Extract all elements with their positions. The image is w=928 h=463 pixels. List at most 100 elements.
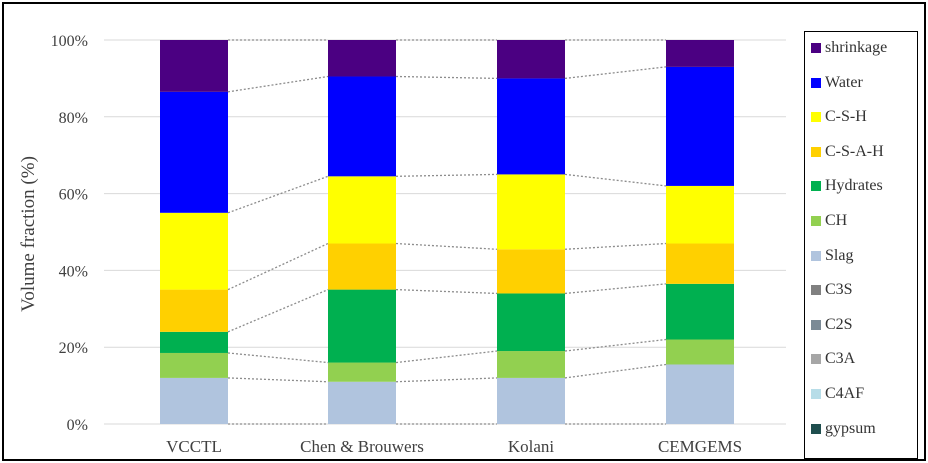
legend-swatch (811, 112, 821, 123)
legend-label: C-S-A-H (825, 142, 884, 160)
series-connector (227, 175, 329, 214)
x-tick-label: Chen & Brouwers (300, 437, 424, 456)
bar-segment-c-s-a-h (497, 249, 565, 294)
legend-label: Slag (825, 246, 854, 264)
series-connector-lines (227, 39, 667, 425)
series-connector (227, 352, 329, 364)
legend: shrinkage Water C-S-H C-S-A-H Hydrates CH Slag… (804, 31, 918, 459)
bar-segment-hydrates (666, 283, 734, 340)
stacked-bar-chart: 0% 20% 40% 60% 80% 100% VCCTL Chen & Brouwers K… (18, 33, 786, 456)
bar-segment-water (666, 66, 734, 186)
series-connector (395, 350, 498, 364)
legend-swatch (811, 43, 821, 53)
bar-segment-c-s-h (328, 176, 396, 244)
series-connector (395, 242, 498, 250)
bar-segment-hydrates (328, 289, 396, 363)
series-connector (564, 66, 667, 80)
legend-item: C-S-A-H (811, 142, 884, 162)
legend-item: Slag (811, 246, 853, 266)
bar-segment-c-s-h (666, 185, 734, 244)
bar-segment-water (497, 78, 565, 175)
bar-segment-hydrates (160, 331, 228, 353)
legend-label: C2S (825, 315, 853, 333)
bar-segment-c-s-a-h (328, 243, 396, 290)
bar-segment-slag (328, 381, 396, 424)
legend-label: gypsum (825, 419, 876, 437)
legend-item: C2S (811, 315, 853, 335)
y-axis-label: Volume fraction (%) (18, 156, 39, 312)
legend-label: C3S (825, 281, 853, 299)
bar-segment-c-s-h (497, 174, 565, 250)
bars (160, 40, 734, 424)
legend-item: gypsum (811, 419, 876, 439)
legend-label: C3A (825, 350, 856, 368)
legend-label: Water (825, 73, 863, 91)
y-tick-labels: 0% 20% 40% 60% 80% 100% (51, 33, 88, 434)
y-tick-label: 60% (59, 187, 88, 204)
bar-segment-slag (160, 377, 228, 424)
legend-item: shrinkage (811, 38, 887, 58)
legend-swatch (811, 77, 821, 88)
legend-swatch (811, 389, 821, 399)
bar-segment-c-s-a-h (666, 243, 734, 284)
series-connector (564, 338, 667, 352)
series-connector (395, 173, 498, 177)
series-connector (564, 242, 667, 250)
legend-item: Hydrates (811, 176, 883, 196)
y-tick-label: 100% (51, 33, 88, 50)
bar-segment-ch (666, 339, 734, 365)
legend-item: C-S-H (811, 107, 867, 127)
legend-item: C4AF (811, 384, 864, 404)
bar-segment-slag (666, 364, 734, 424)
series-connector (227, 289, 329, 333)
series-connector (564, 173, 667, 187)
x-tick-label: VCCTL (166, 437, 222, 456)
legend-item: Water (811, 73, 863, 93)
series-connector (227, 75, 329, 93)
x-tick-labels: VCCTL Chen & Brouwers Kolani CEMGEMS (166, 437, 742, 456)
y-tick-label: 20% (59, 340, 88, 357)
x-tick-label: CEMGEMS (658, 437, 742, 456)
legend-swatch (811, 250, 821, 261)
bar-segment-slag (497, 377, 565, 424)
legend-label: Hydrates (825, 177, 883, 195)
series-connector (227, 242, 329, 291)
bar-segment-shrinkage (666, 40, 734, 67)
legend-item: CH (811, 211, 847, 231)
bar-segment-c-s-h (160, 212, 228, 290)
legend-swatch (811, 319, 821, 330)
series-connector (395, 288, 498, 295)
y-tick-label: 40% (59, 263, 88, 280)
bar-segment-ch (328, 362, 396, 382)
legend-label: shrinkage (825, 39, 888, 56)
bar-segment-hydrates (497, 293, 565, 352)
bar-segment-ch (497, 351, 565, 378)
bar-segment-shrinkage (160, 40, 228, 92)
bar-segment-shrinkage (328, 40, 396, 77)
bar-segment-ch (160, 352, 228, 378)
legend-swatch (811, 216, 821, 226)
legend-label: C4AF (825, 385, 865, 402)
legend-label: CH (825, 212, 848, 229)
legend-item: C3A (811, 349, 855, 369)
series-connector (564, 363, 667, 379)
legend-swatch (811, 423, 821, 434)
bar-segment-water (160, 91, 228, 213)
series-connector (395, 377, 498, 383)
bar-segment-shrinkage (497, 40, 565, 79)
x-tick-label: Kolani (508, 437, 555, 456)
series-connector (564, 283, 667, 295)
series-connector (227, 377, 329, 383)
series-connector (395, 75, 498, 80)
legend-label: C-S-H (825, 108, 867, 126)
bar-segment-c-s-a-h (160, 289, 228, 332)
legend-swatch (811, 285, 821, 296)
legend-swatch (811, 146, 821, 157)
y-tick-label: 80% (59, 110, 88, 127)
bar-segment-water (328, 76, 396, 177)
legend-swatch (811, 181, 821, 192)
legend-swatch (811, 354, 821, 365)
legend-item: C3S (811, 280, 853, 300)
y-tick-label: 0% (67, 417, 88, 434)
